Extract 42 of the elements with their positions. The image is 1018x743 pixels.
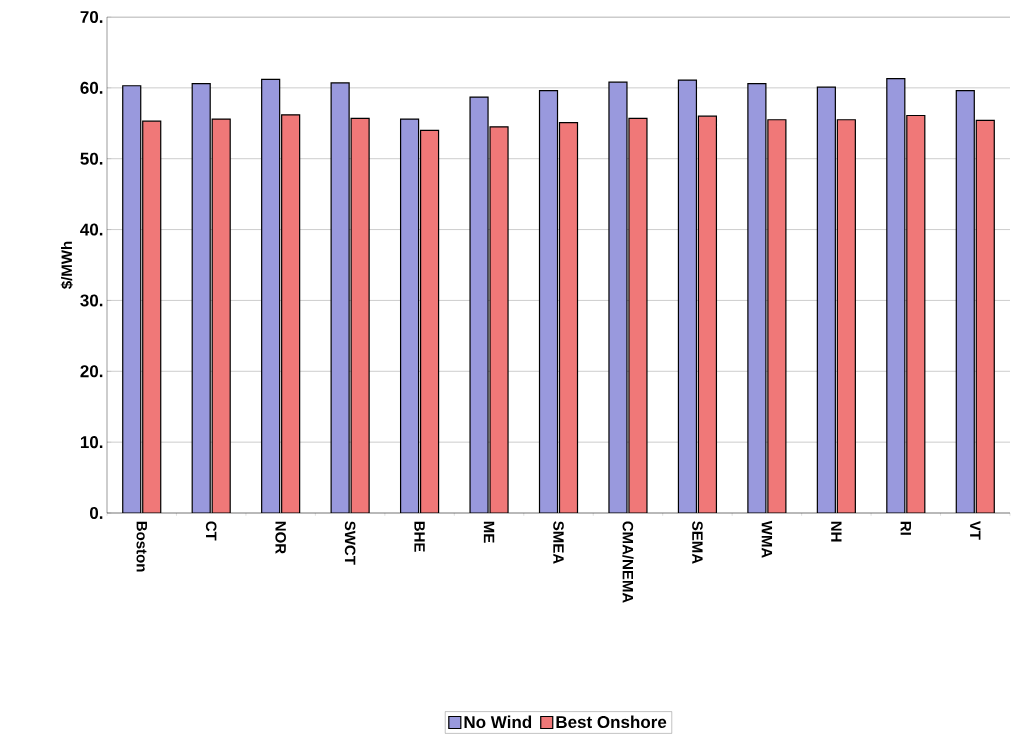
x-tick-label: VT: [970, 520, 981, 540]
x-tick-label: BHE: [414, 521, 425, 552]
y-tick-label: 30.: [80, 294, 103, 307]
y-axis-title: $/MWh: [60, 241, 73, 289]
bar: [538, 90, 559, 513]
bar: [836, 119, 856, 513]
y-tick-label: 20.: [80, 365, 103, 378]
y-tick-label: 60.: [80, 81, 103, 94]
legend-label: No Wind: [464, 715, 532, 729]
bar: [886, 78, 906, 513]
bar: [558, 121, 579, 513]
x-tick-label: SEMA: [692, 521, 703, 564]
y-tick-label: 0.: [89, 506, 103, 520]
bar: [211, 118, 231, 513]
bar: [906, 114, 926, 513]
bar: [677, 79, 698, 513]
bar: [955, 90, 975, 513]
x-tick-label: CMA/NEMA: [622, 521, 634, 603]
bar: [261, 78, 281, 513]
bar: [122, 85, 142, 513]
y-tick-label: 10.: [80, 436, 103, 449]
x-tick-label: CT: [205, 521, 217, 541]
bar: [281, 114, 301, 513]
x-tick-label: SMEA: [553, 521, 564, 564]
y-tick-label: 40.: [80, 223, 103, 236]
bar: [191, 83, 211, 513]
x-tick-label: NOR: [275, 521, 286, 554]
bar: [419, 129, 440, 513]
x-tick-label: Boston: [136, 521, 147, 572]
x-tick-label: WMA: [761, 520, 773, 558]
bar: [142, 120, 162, 513]
x-tick-label: SWCT: [344, 521, 356, 565]
bar: [816, 86, 836, 513]
legend-label: Best Onshore: [556, 715, 667, 729]
y-tick-label: 70.: [80, 10, 103, 24]
bar: [399, 118, 420, 513]
bar: [697, 115, 718, 513]
y-tick-label: 50.: [80, 152, 103, 165]
x-tick-label: ME: [483, 521, 495, 543]
x-tick-label: RI: [900, 521, 911, 535]
x-tick-label: NH: [831, 521, 842, 542]
bar: [975, 119, 995, 513]
